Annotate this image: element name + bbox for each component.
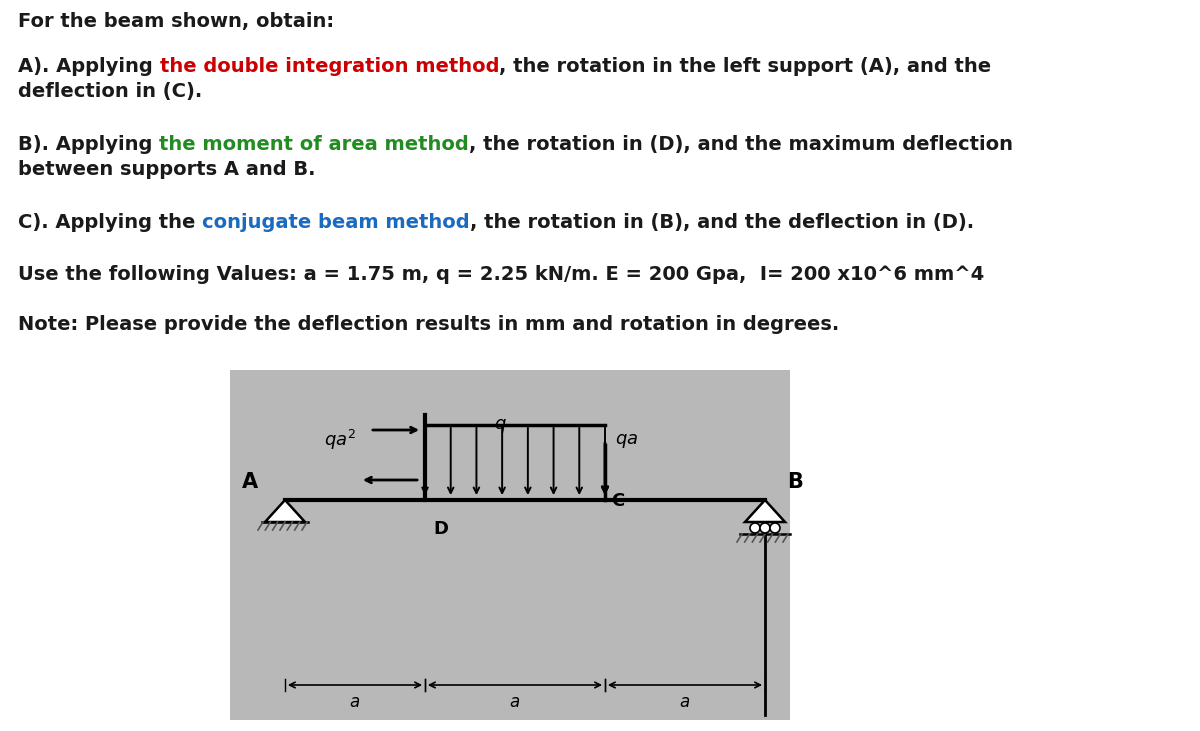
Text: C). Applying the: C). Applying the: [18, 213, 202, 232]
Text: $qa^2$: $qa^2$: [324, 428, 356, 452]
Circle shape: [760, 523, 770, 533]
Text: between supports A and B.: between supports A and B.: [18, 160, 316, 179]
Text: , the rotation in (B), and the deflection in (D).: , the rotation in (B), and the deflectio…: [469, 213, 974, 232]
Text: $a$: $a$: [349, 693, 360, 711]
Text: $a$: $a$: [510, 693, 521, 711]
Text: $qa$: $qa$: [616, 432, 638, 450]
Text: D: D: [433, 520, 448, 538]
Text: $q$: $q$: [493, 417, 506, 435]
Text: , the rotation in the left support (A), and the: , the rotation in the left support (A), …: [499, 57, 991, 76]
Circle shape: [750, 523, 760, 533]
Text: B). Applying: B). Applying: [18, 135, 160, 154]
Text: , the rotation in (D), and the maximum deflection: , the rotation in (D), and the maximum d…: [469, 135, 1013, 154]
Text: A). Applying: A). Applying: [18, 57, 160, 76]
Text: Note: Please provide the deflection results in mm and rotation in degrees.: Note: Please provide the deflection resu…: [18, 315, 839, 334]
Circle shape: [770, 523, 780, 533]
Text: the moment of area method: the moment of area method: [160, 135, 469, 154]
Text: For the beam shown, obtain:: For the beam shown, obtain:: [18, 12, 334, 31]
Text: deflection in (C).: deflection in (C).: [18, 82, 203, 101]
Polygon shape: [745, 500, 785, 522]
Text: A: A: [242, 472, 258, 492]
Text: Use the following Values: a = 1.75 m, q = 2.25 kN/m. E = 200 Gpa,  I= 200 x10^6 : Use the following Values: a = 1.75 m, q …: [18, 265, 984, 284]
Text: C: C: [611, 492, 624, 510]
Text: the double integration method: the double integration method: [160, 57, 499, 76]
Bar: [230, 370, 790, 720]
Polygon shape: [265, 500, 305, 522]
Text: B: B: [787, 472, 803, 492]
Text: conjugate beam method: conjugate beam method: [202, 213, 469, 232]
Text: $a$: $a$: [679, 693, 690, 711]
